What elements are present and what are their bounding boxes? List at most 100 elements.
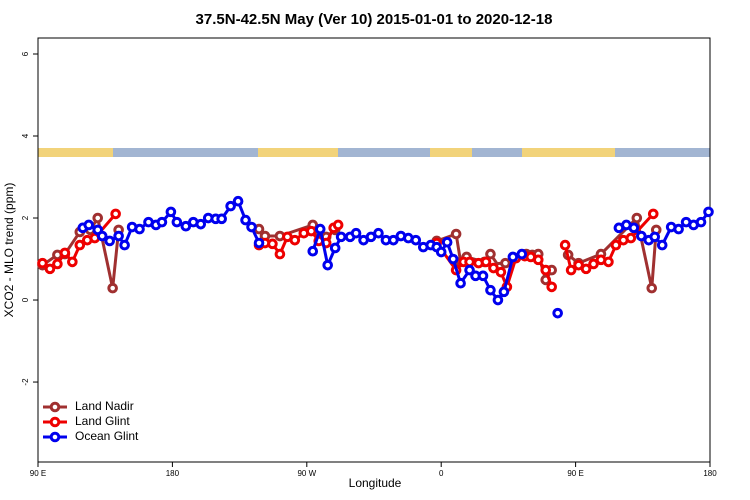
point: [67, 256, 78, 268]
point: [610, 239, 622, 251]
point: [388, 234, 399, 246]
point: [134, 223, 145, 235]
legend-label: Land Nadir: [75, 399, 134, 413]
x-tick-label: 90 E: [567, 469, 583, 478]
point: [649, 231, 661, 243]
point: [52, 258, 63, 270]
x-tick-label: 180: [703, 469, 717, 478]
point: [74, 239, 86, 251]
point: [119, 239, 130, 251]
legend-label: Land Glint: [75, 414, 130, 428]
y-tick-label: 4: [21, 133, 30, 138]
point: [37, 257, 48, 269]
x-tick-label: 90 W: [297, 469, 316, 478]
point: [104, 235, 115, 247]
point: [246, 221, 257, 233]
point: [59, 247, 71, 259]
point: [646, 282, 658, 294]
legend-marker: [49, 431, 61, 443]
point: [44, 263, 56, 275]
map-strip: [38, 148, 710, 157]
point: [656, 239, 668, 251]
plot-frame: [37, 37, 711, 463]
point: [350, 227, 362, 239]
point: [636, 230, 647, 242]
y-tick-label: 2: [21, 215, 30, 220]
point: [335, 231, 347, 243]
point: [488, 262, 499, 274]
point: [500, 257, 511, 269]
point: [165, 206, 177, 218]
point: [625, 232, 637, 244]
point: [464, 264, 475, 276]
point: [274, 248, 286, 260]
legend-label: Ocean Glint: [75, 429, 139, 443]
point: [673, 223, 684, 235]
point: [495, 266, 507, 278]
point: [329, 242, 341, 254]
point: [565, 264, 577, 276]
point: [532, 254, 544, 266]
point: [450, 228, 462, 240]
point: [498, 286, 510, 298]
point: [113, 230, 124, 242]
point: [559, 239, 571, 251]
point: [216, 213, 227, 225]
point: [195, 218, 207, 230]
point: [410, 234, 422, 246]
point: [546, 281, 558, 293]
point: [540, 264, 552, 276]
point: [516, 248, 528, 260]
point: [631, 212, 643, 224]
point: [289, 234, 301, 246]
y-tick-label: 0: [21, 297, 30, 302]
point: [435, 246, 447, 258]
point: [485, 248, 496, 260]
x-tick-label: 90 E: [30, 469, 46, 478]
legend-marker: [49, 401, 61, 413]
point: [83, 219, 95, 231]
point: [96, 230, 108, 242]
point: [314, 223, 326, 235]
point: [107, 282, 118, 294]
series: [77, 195, 714, 319]
point: [480, 256, 492, 268]
point: [332, 219, 344, 231]
point: [588, 258, 599, 270]
x-tick-label: 180: [166, 469, 180, 478]
point: [180, 220, 192, 232]
point: [110, 208, 121, 220]
point: [703, 206, 714, 218]
point: [240, 214, 251, 226]
point: [455, 277, 466, 289]
point: [92, 212, 104, 224]
point: [232, 195, 244, 207]
point: [322, 259, 334, 271]
point: [447, 253, 459, 265]
point: [695, 216, 707, 228]
point: [603, 256, 614, 268]
point: [477, 270, 489, 282]
point: [441, 236, 453, 248]
point: [507, 251, 519, 263]
legend-marker: [49, 416, 61, 428]
point: [225, 200, 236, 212]
point: [373, 227, 384, 239]
point: [552, 307, 563, 319]
y-tick-label: -2: [21, 378, 30, 386]
point: [647, 208, 659, 220]
chart-title: 37.5N-42.5N May (Ver 10) 2015-01-01 to 2…: [196, 11, 553, 28]
point: [305, 225, 317, 237]
point: [628, 222, 640, 234]
point: [253, 237, 265, 249]
y-axis-label: XCO2 - MLO trend (ppm): [2, 183, 16, 318]
point: [156, 216, 168, 228]
y-tick-label: 6: [21, 51, 30, 56]
x-tick-label: 0: [439, 469, 444, 478]
point: [580, 263, 592, 275]
x-axis-label: Longitude: [349, 476, 402, 490]
point: [307, 245, 319, 257]
point: [485, 284, 496, 296]
point: [492, 294, 504, 306]
